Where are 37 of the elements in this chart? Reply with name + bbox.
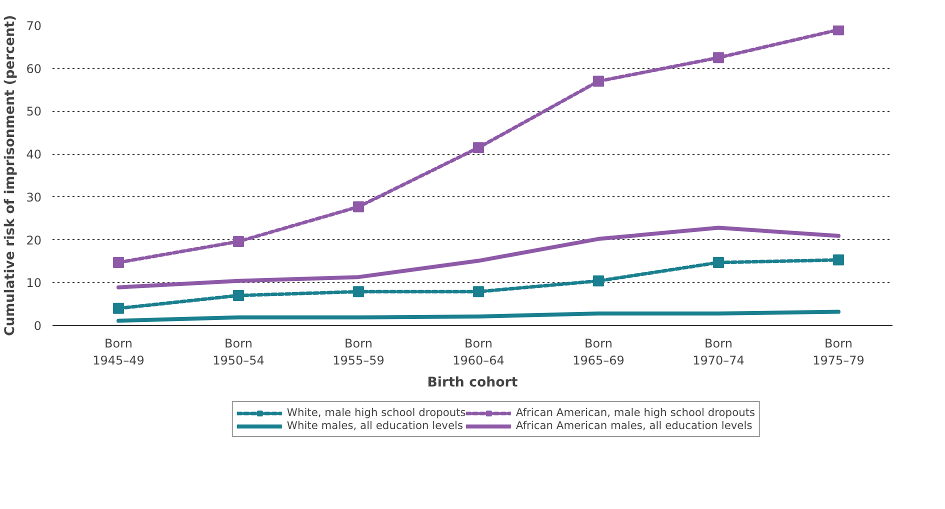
point	[473, 286, 484, 298]
point	[233, 290, 244, 301]
legend-label: White males, all education levels	[286, 419, 464, 432]
y-tick-label: 70	[26, 19, 42, 33]
point	[713, 52, 724, 64]
y-axis-title: Cumulative risk of imprisonment (percent)	[3, 15, 18, 336]
point	[113, 302, 124, 314]
legend-label: African American, male high school dropouts	[516, 406, 756, 419]
y-tick-label: 20	[26, 233, 42, 248]
x-tick-label: Born 1955–59	[332, 336, 384, 368]
x-tick-label: Born 1975–79	[812, 336, 864, 368]
x-tick-label: Born 1945–49	[92, 336, 144, 368]
point	[833, 26, 844, 36]
x-tick-label: Born 1965–69	[572, 336, 624, 368]
point	[473, 142, 484, 154]
x-tick-label: Born 1970–74	[692, 336, 744, 368]
y-tick-label: 0	[34, 319, 42, 333]
y-tick-label: 50	[26, 104, 42, 119]
y-tick-label: 30	[26, 190, 42, 204]
point	[353, 201, 364, 212]
line-series	[116, 310, 840, 323]
line-series	[116, 226, 840, 290]
y-tick-label: 60	[26, 62, 42, 76]
point	[833, 254, 844, 266]
point	[593, 76, 604, 87]
point	[593, 275, 604, 286]
point	[713, 257, 724, 268]
x-tick-label: Born 1960–64	[452, 336, 504, 368]
point	[233, 236, 244, 247]
x-axis-title: Birth cohort	[427, 375, 518, 390]
point	[113, 257, 124, 268]
legend-label: African American males, all education levels	[516, 419, 752, 432]
y-tick-label: 10	[26, 276, 42, 290]
legend-label: White, male high school dropouts	[286, 406, 466, 419]
y-tick-label: 40	[26, 148, 42, 162]
point	[353, 286, 364, 298]
x-tick-label: Born 1950–54	[212, 336, 264, 368]
